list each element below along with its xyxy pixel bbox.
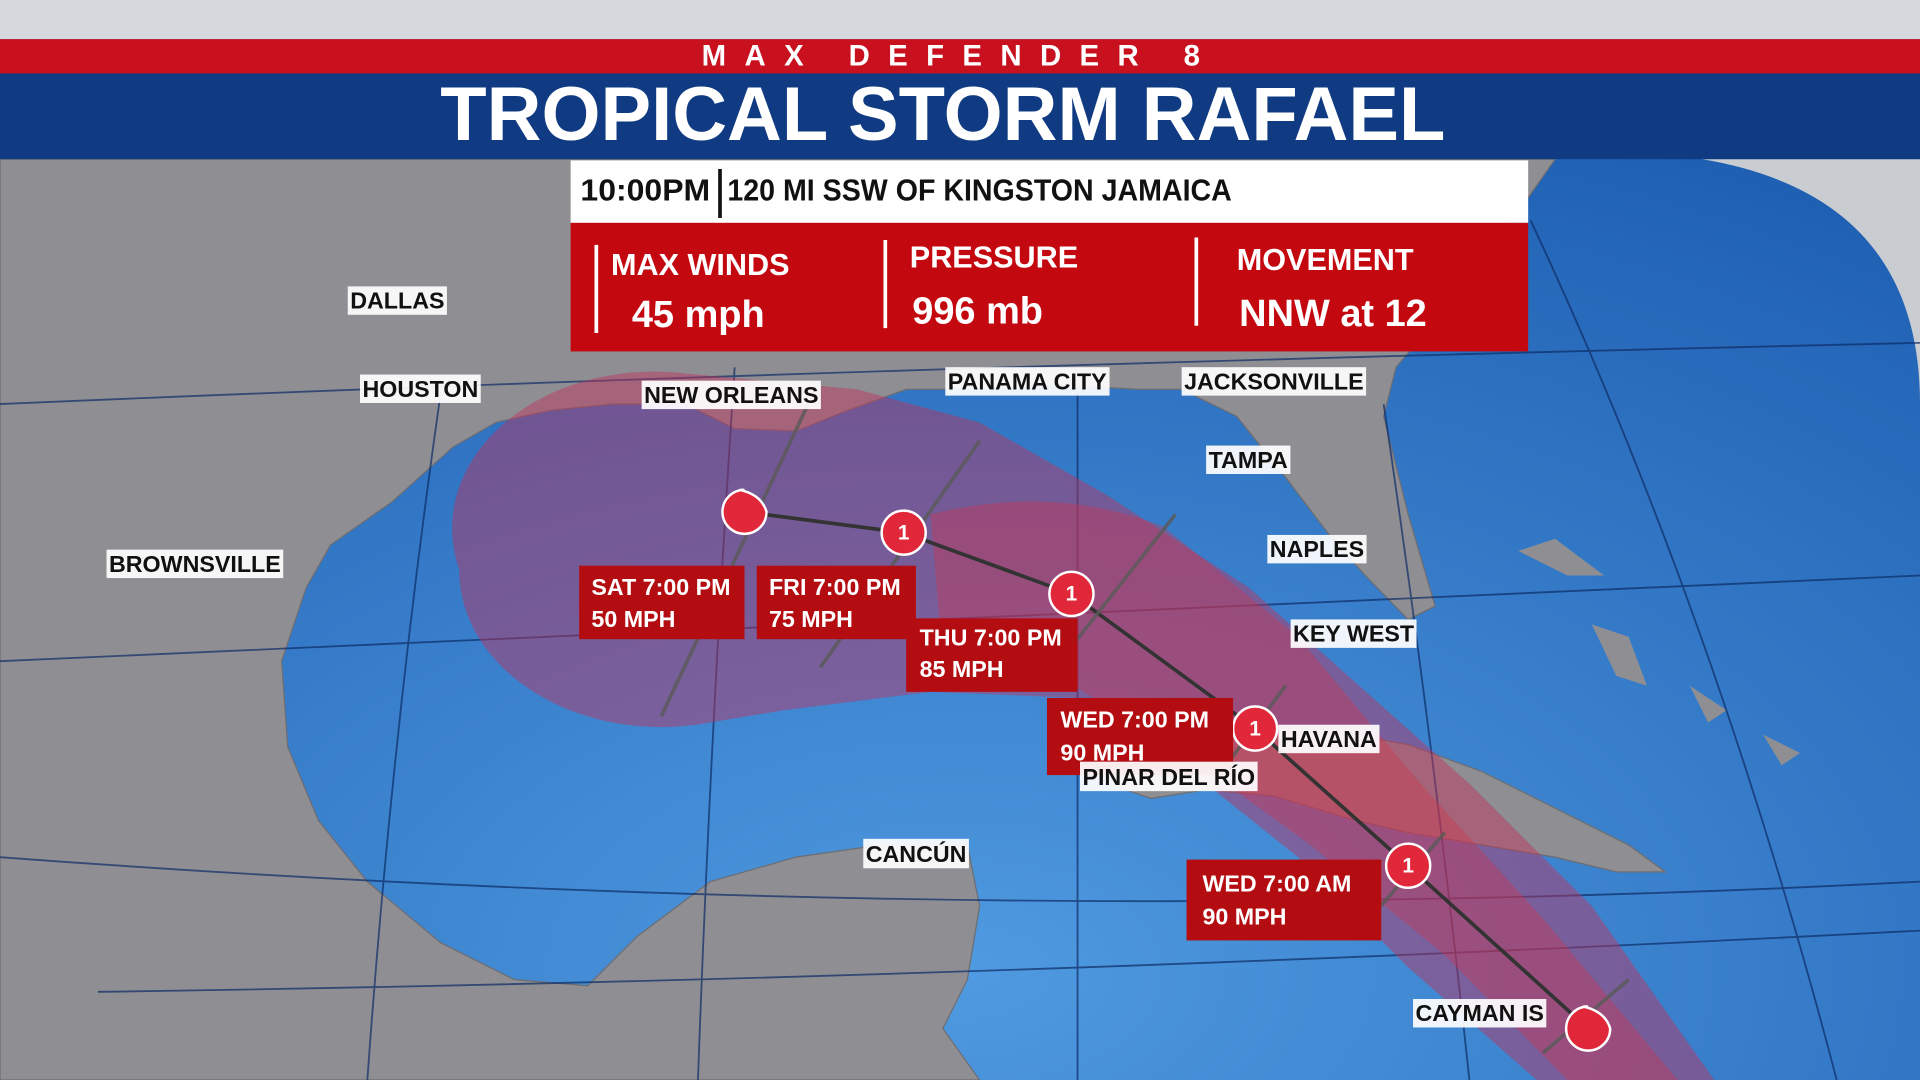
city-label: PANAMA CITY [948,368,1107,394]
city-label-bg [1206,445,1291,474]
forecast-time: FRI 7:00 PM [769,574,901,600]
storm-icon [721,488,768,536]
forecast-time: SAT 7:00 PM [591,574,730,600]
top-strip [0,0,1920,40]
storm-icon: 1 [880,509,927,556]
storm-category: 1 [1402,854,1414,877]
forecast-wind: 75 MPH [769,606,853,632]
city-label: KEY WEST [1293,621,1414,647]
city-label: NAPLES [1270,536,1364,562]
city-label: HOUSTON [362,376,478,402]
stat-label: MOVEMENT [1237,243,1414,277]
city-label: PINAR DEL RÍO [1082,763,1255,790]
storm-icon-current [1564,1005,1612,1052]
storm-category: 1 [1066,583,1078,606]
advisory-bar [570,160,1529,223]
title-band [0,73,1920,160]
city-label-bg [106,549,284,579]
stat-label: MAX WINDS [611,248,790,282]
city-label-bg [347,286,447,315]
forecast-time: WED 7:00 PM [1060,706,1209,732]
city-label-bg [360,374,481,403]
brand-band [0,39,1920,74]
city-label: CANCÚN [866,840,967,867]
city-label-bg [863,838,969,869]
city-labels: DALLAS HOUSTON NEW ORLEANS PANAMA CITY J… [106,286,1547,1028]
forecast-wind: 50 MPH [591,606,675,632]
city-label: HAVANA [1281,726,1377,752]
city-label-bg [641,380,821,410]
stats-panel [570,222,1529,352]
cone-inner [930,501,1678,1080]
stats-dividers [594,237,1199,334]
advisory-time: 10:00PM [580,173,710,207]
city-label: CAYMAN IS [1416,1000,1544,1026]
forecast-time: WED 7:00 AM [1202,870,1351,896]
stat-label: PRESSURE [910,241,1078,275]
advisory-location: 120 MI SSW OF KINGSTON JAMAICA [727,173,1231,207]
graticule [0,220,1920,1080]
city-label: TAMPA [1209,447,1288,473]
city-label-bg [1181,367,1367,396]
land-bahamas [1518,538,1800,766]
stat-value: 45 mph [632,294,765,336]
forecast-time: THU 7:00 PM [920,624,1062,650]
title: TROPICAL STORM RAFAEL [440,72,1445,157]
city-label-bg [1278,724,1380,754]
city-label-bg [945,367,1110,396]
forecast-label: THU 7:00 PM 85 MPH [906,618,1078,692]
city-label: DALLAS [350,288,444,314]
storm-category: 1 [898,521,910,544]
city-label: JACKSONVILLE [1184,368,1364,394]
storm-category: 1 [1249,717,1261,740]
city-label-bg [1080,761,1258,792]
city-label-bg [1267,534,1367,564]
storm-icon: 1 [1048,570,1095,618]
city-label: BROWNSVILLE [109,551,281,577]
space [1702,159,1920,405]
forecast-wind: 90 MPH [1202,904,1286,930]
storm-icon: 1 [1231,705,1279,752]
forecast-label: SAT 7:00 PM 50 MPH [579,565,745,640]
stat-value: NNW at 12 [1239,293,1427,335]
city-label-bg [1290,619,1417,648]
brand: MAX DEFENDER 8 [702,39,1219,72]
forecast-wind: 85 MPH [920,656,1004,682]
storm-icon: 1 [1384,842,1432,889]
forecast-cone [452,371,1715,1080]
forecast-label: FRI 7:00 PM 75 MPH [756,565,916,640]
city-label-bg [1413,999,1547,1028]
city-label: NEW ORLEANS [644,382,818,408]
forecast-label: WED 7:00 AM 90 MPH [1186,859,1382,941]
stat-value: 996 mb [912,291,1043,333]
track-line [744,510,1590,1030]
forecast-wind: 90 MPH [1060,739,1144,765]
